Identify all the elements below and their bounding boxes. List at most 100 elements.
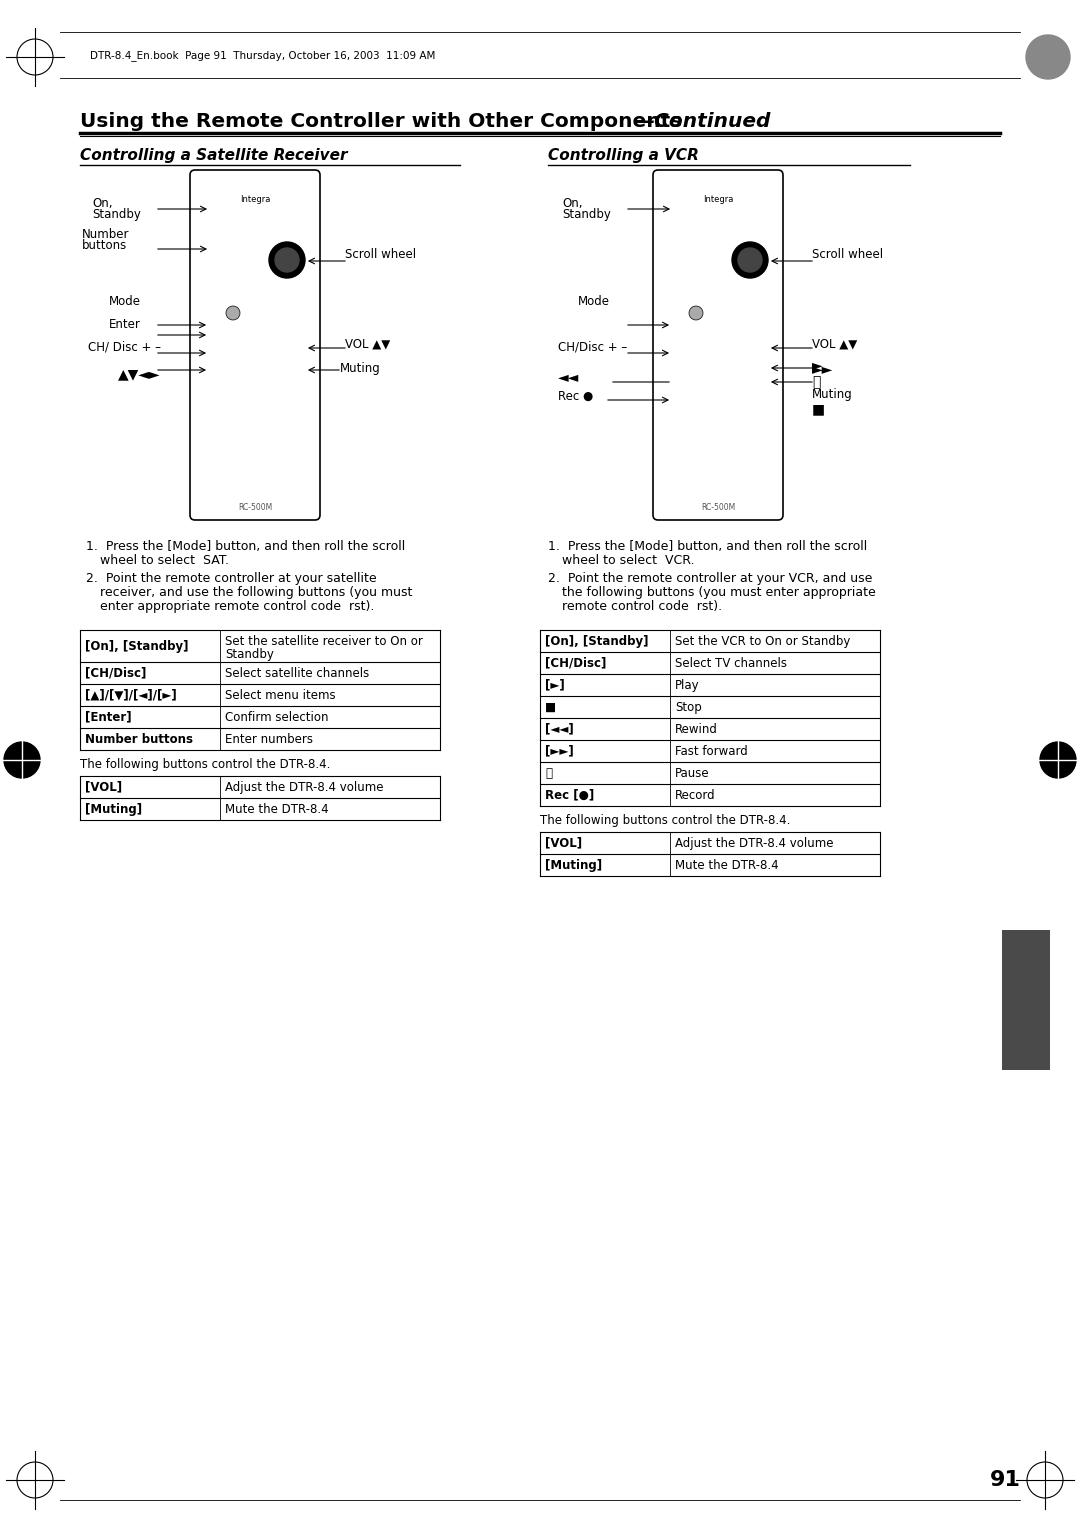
FancyBboxPatch shape	[296, 304, 308, 325]
Text: ►: ►	[812, 358, 823, 371]
Text: [▲]/[▼]/[◄]/[►]: [▲]/[▼]/[◄]/[►]	[85, 689, 177, 701]
Text: VOL ▲▼: VOL ▲▼	[345, 338, 390, 351]
FancyBboxPatch shape	[693, 449, 711, 463]
FancyBboxPatch shape	[274, 332, 292, 344]
Circle shape	[269, 241, 305, 278]
FancyBboxPatch shape	[737, 449, 755, 463]
FancyBboxPatch shape	[260, 258, 276, 272]
FancyBboxPatch shape	[701, 258, 717, 272]
Text: Using the Remote Controller with Other Components: Using the Remote Controller with Other C…	[80, 112, 683, 131]
Text: [On], [Standby]: [On], [Standby]	[85, 640, 189, 652]
Text: Enter numbers: Enter numbers	[225, 732, 313, 746]
FancyBboxPatch shape	[701, 277, 717, 290]
FancyBboxPatch shape	[274, 348, 292, 364]
Text: Rec ●: Rec ●	[558, 390, 593, 403]
Text: Rewind: Rewind	[675, 723, 718, 735]
FancyBboxPatch shape	[230, 410, 248, 423]
Text: Pause: Pause	[675, 767, 710, 779]
FancyBboxPatch shape	[230, 449, 248, 463]
FancyBboxPatch shape	[715, 429, 733, 443]
FancyBboxPatch shape	[238, 240, 254, 254]
FancyBboxPatch shape	[693, 368, 711, 384]
FancyBboxPatch shape	[671, 332, 689, 344]
FancyBboxPatch shape	[704, 206, 720, 215]
Text: Fast forward: Fast forward	[675, 744, 747, 758]
Text: Integra: Integra	[240, 196, 270, 205]
FancyBboxPatch shape	[252, 368, 270, 384]
FancyBboxPatch shape	[260, 222, 276, 235]
Text: Select TV channels: Select TV channels	[675, 657, 787, 669]
Text: Mute the DTR-8.4: Mute the DTR-8.4	[225, 802, 328, 816]
FancyBboxPatch shape	[723, 240, 739, 254]
FancyBboxPatch shape	[208, 332, 226, 344]
FancyBboxPatch shape	[737, 368, 755, 384]
Text: [VOL]: [VOL]	[85, 781, 122, 793]
Text: wheel to select  VCR.: wheel to select VCR.	[562, 555, 694, 567]
Text: 2.  Point the remote controller at your satellite: 2. Point the remote controller at your s…	[86, 571, 377, 585]
Text: [Muting]: [Muting]	[85, 802, 143, 816]
Circle shape	[275, 248, 299, 272]
Circle shape	[732, 241, 768, 278]
FancyBboxPatch shape	[216, 309, 226, 318]
Text: Select menu items: Select menu items	[225, 689, 336, 701]
Text: [◄◄]: [◄◄]	[545, 723, 573, 735]
FancyBboxPatch shape	[737, 348, 755, 364]
Text: RC-500M: RC-500M	[701, 503, 735, 512]
FancyBboxPatch shape	[671, 449, 689, 463]
FancyBboxPatch shape	[679, 309, 689, 318]
Text: Set the VCR to On or Standby: Set the VCR to On or Standby	[675, 634, 850, 648]
FancyBboxPatch shape	[693, 429, 711, 443]
Text: ►►: ►►	[812, 362, 834, 376]
FancyBboxPatch shape	[671, 429, 689, 443]
FancyBboxPatch shape	[693, 332, 711, 344]
FancyBboxPatch shape	[723, 277, 739, 290]
FancyBboxPatch shape	[726, 206, 742, 215]
Text: Number buttons: Number buttons	[85, 732, 193, 746]
FancyBboxPatch shape	[759, 304, 771, 325]
Text: Enter: Enter	[109, 318, 140, 332]
FancyBboxPatch shape	[723, 222, 739, 235]
FancyBboxPatch shape	[715, 449, 733, 463]
Text: Confirm selection: Confirm selection	[225, 711, 328, 723]
FancyBboxPatch shape	[252, 348, 270, 364]
FancyBboxPatch shape	[701, 222, 717, 235]
Text: [CH/Disc]: [CH/Disc]	[85, 666, 147, 680]
FancyBboxPatch shape	[691, 319, 701, 330]
FancyBboxPatch shape	[238, 222, 254, 235]
FancyBboxPatch shape	[208, 449, 226, 463]
Text: [►]: [►]	[545, 678, 565, 692]
Text: 1.  Press the [Mode] button, and then roll the scroll: 1. Press the [Mode] button, and then rol…	[86, 539, 405, 553]
FancyBboxPatch shape	[715, 390, 733, 403]
FancyBboxPatch shape	[274, 368, 292, 384]
FancyBboxPatch shape	[715, 348, 733, 364]
Text: Muting: Muting	[340, 362, 381, 374]
Text: VOL ▲▼: VOL ▲▼	[812, 338, 858, 351]
FancyBboxPatch shape	[260, 277, 276, 290]
FancyBboxPatch shape	[190, 170, 320, 520]
Text: Standby: Standby	[225, 648, 274, 662]
FancyBboxPatch shape	[206, 292, 226, 304]
Text: the following buttons (you must enter appropriate: the following buttons (you must enter ap…	[562, 587, 876, 599]
FancyBboxPatch shape	[274, 449, 292, 463]
FancyBboxPatch shape	[208, 410, 226, 423]
FancyBboxPatch shape	[653, 170, 783, 520]
Text: [Muting]: [Muting]	[545, 859, 603, 871]
FancyBboxPatch shape	[230, 390, 248, 403]
Text: ▲▼◄►: ▲▼◄►	[118, 367, 161, 380]
Text: 2.  Point the remote controller at your VCR, and use: 2. Point the remote controller at your V…	[548, 571, 873, 585]
FancyBboxPatch shape	[252, 332, 270, 344]
FancyBboxPatch shape	[671, 348, 689, 364]
FancyBboxPatch shape	[693, 390, 711, 403]
Text: Rec [●]: Rec [●]	[545, 788, 594, 802]
Text: CH/Disc + –: CH/Disc + –	[558, 341, 627, 353]
Circle shape	[4, 743, 40, 778]
FancyBboxPatch shape	[274, 390, 292, 403]
Text: Mode: Mode	[578, 295, 610, 309]
Text: Adjust the DTR-8.4 volume: Adjust the DTR-8.4 volume	[675, 836, 834, 850]
Text: —Continued: —Continued	[635, 112, 771, 131]
FancyBboxPatch shape	[703, 309, 713, 318]
Text: Muting: Muting	[812, 388, 853, 400]
Text: Scroll wheel: Scroll wheel	[345, 248, 416, 261]
FancyBboxPatch shape	[723, 258, 739, 272]
FancyBboxPatch shape	[230, 332, 248, 344]
